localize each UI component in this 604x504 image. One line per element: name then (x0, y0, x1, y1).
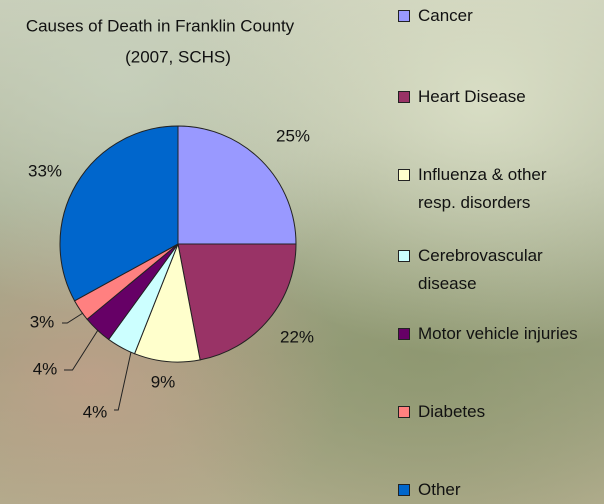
legend-label: Motor vehicle injuries (418, 320, 588, 348)
chart: Causes of Death in Franklin County (2007… (0, 0, 604, 504)
legend-label: Cancer (418, 2, 588, 30)
legend-swatch (398, 328, 410, 340)
legend-label: Influenza & other resp. disorders (418, 161, 588, 217)
legend-swatch (398, 484, 410, 496)
data-label: 4% (33, 359, 58, 378)
legend-label: Cerebrovascular disease (418, 242, 588, 298)
legend-swatch (398, 169, 410, 181)
legend-entry: Motor vehicle injuries (398, 320, 598, 348)
legend-label: Other (418, 476, 588, 504)
legend-entry: Cerebrovascular disease (398, 242, 598, 298)
data-label: 3% (30, 312, 55, 331)
legend-entry: Cancer (398, 2, 598, 30)
legend-label: Heart Disease (418, 83, 588, 111)
legend-entry: Diabetes (398, 398, 598, 426)
legend-swatch (398, 406, 410, 418)
legend-swatch (398, 91, 410, 103)
data-label: 25% (276, 126, 310, 145)
legend-swatch (398, 250, 410, 262)
chart-title: Causes of Death in Franklin County (26, 16, 295, 35)
legend-label: Diabetes (418, 398, 588, 426)
chart-subtitle: (2007, SCHS) (125, 47, 231, 66)
leader-line (64, 330, 98, 370)
data-label: 9% (151, 372, 176, 391)
data-label: 33% (28, 161, 62, 180)
data-label: 22% (280, 327, 314, 346)
data-label: 4% (83, 402, 108, 421)
legend-swatch (398, 10, 410, 22)
leader-line (114, 352, 131, 410)
legend-entry: Heart Disease (398, 83, 598, 111)
leader-line (62, 313, 83, 323)
legend-entry: Other (398, 476, 598, 504)
legend-entry: Influenza & other resp. disorders (398, 161, 598, 217)
